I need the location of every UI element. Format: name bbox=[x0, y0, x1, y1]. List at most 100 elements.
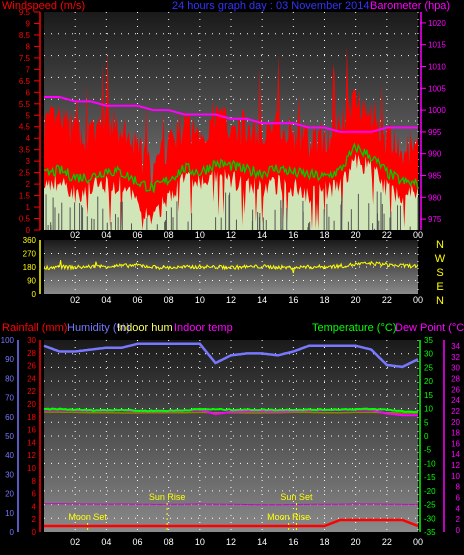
baro-tick-label: 990 bbox=[428, 150, 442, 159]
baro-tick-label: 980 bbox=[428, 193, 442, 202]
x-tick-label: 22 bbox=[382, 537, 392, 547]
humidity-tick-label: 100 bbox=[1, 336, 15, 345]
rain-tick-label: 18 bbox=[27, 413, 36, 422]
baro-tick-label: 995 bbox=[428, 128, 442, 137]
direction-tick-label: 180 bbox=[23, 263, 37, 272]
baro-tick-label: 1005 bbox=[428, 84, 446, 93]
rainfall-line bbox=[44, 518, 419, 528]
chart-title: 24 hours graph day : 03 November 2014 bbox=[172, 0, 370, 12]
temp-tick-label: -15 bbox=[424, 473, 436, 482]
compass-letter: N bbox=[436, 239, 444, 251]
x-tick-label: 04 bbox=[101, 537, 111, 547]
x-tick-label: 14 bbox=[257, 230, 267, 240]
x-tick-label: 02 bbox=[70, 230, 80, 240]
x-tick-label: 10 bbox=[195, 537, 205, 547]
humidity-label: Humidity (%) bbox=[67, 322, 130, 334]
direction-tick-label: 360 bbox=[23, 236, 37, 245]
wind-tick-label: 6.5 bbox=[19, 77, 31, 86]
wind-tick-label: 4 bbox=[26, 134, 31, 143]
x-tick-label: 16 bbox=[288, 295, 298, 305]
dew-tick-label: 10 bbox=[451, 472, 460, 481]
rain-tick-label: 8 bbox=[32, 477, 37, 486]
humidity-line bbox=[43, 342, 419, 369]
dew-tick-label: 14 bbox=[451, 450, 460, 459]
x-tick-label: 20 bbox=[351, 537, 361, 547]
wind-average-line bbox=[43, 142, 419, 193]
temp-tick-label: 30 bbox=[424, 350, 433, 359]
wind-tick-label: 0.5 bbox=[19, 215, 31, 224]
x-tick-label: 16 bbox=[288, 230, 298, 240]
humidity-tick-label: 90 bbox=[5, 355, 14, 364]
humidity-tick-label: 60 bbox=[5, 413, 14, 422]
rain-tick-label: 2 bbox=[32, 515, 37, 524]
humidity-tick-label: 0 bbox=[10, 528, 15, 537]
temp-tick-label: -30 bbox=[424, 514, 436, 523]
temperature-label: Temperature (°C) bbox=[312, 322, 396, 334]
direction-tick-label: 0 bbox=[32, 290, 37, 299]
indoor-temp-label: Indoor temp bbox=[174, 322, 233, 334]
temp-tick-label: -25 bbox=[424, 501, 436, 510]
compass-letter: W bbox=[435, 253, 446, 265]
humidity-tick-label: 80 bbox=[5, 374, 14, 383]
humidity-tick-label: 30 bbox=[5, 470, 14, 479]
wind-tick-label: 0 bbox=[26, 226, 31, 235]
dew-tick-label: 26 bbox=[451, 385, 460, 394]
x-tick-label: 08 bbox=[164, 295, 174, 305]
rain-tick-label: 30 bbox=[27, 336, 36, 345]
dew-tick-label: 16 bbox=[451, 439, 460, 448]
x-tick-label: 02 bbox=[70, 537, 80, 547]
wind-tick-label: 8 bbox=[26, 42, 31, 51]
wind-series bbox=[43, 44, 419, 230]
wind-tick-label: 7 bbox=[26, 65, 31, 74]
astro-label: Sun Set bbox=[280, 492, 313, 502]
temperature-line bbox=[43, 407, 419, 414]
rain-tick-label: 12 bbox=[27, 451, 36, 460]
wind-tick-label: 9 bbox=[26, 19, 31, 28]
wind-tick-label: 9.5 bbox=[19, 8, 31, 17]
dew-tick-label: 30 bbox=[451, 364, 460, 373]
x-tick-label: 12 bbox=[226, 537, 236, 547]
direction-tick-label: 270 bbox=[23, 250, 37, 259]
humidity-tick-label: 10 bbox=[5, 509, 14, 518]
rain-tick-label: 26 bbox=[27, 362, 36, 371]
wind-tick-label: 5 bbox=[26, 111, 31, 120]
wind-direction-line bbox=[43, 260, 419, 274]
rain-tick-label: 10 bbox=[27, 464, 36, 473]
x-tick-label: 08 bbox=[164, 537, 174, 547]
rain-tick-label: 4 bbox=[32, 502, 37, 511]
dew-tick-label: 32 bbox=[451, 353, 460, 362]
humidity-tick-label: 40 bbox=[5, 451, 14, 460]
baro-tick-label: 1000 bbox=[428, 106, 446, 115]
x-tick-label: 02 bbox=[70, 295, 80, 305]
direction-series bbox=[43, 260, 419, 274]
temp-panel-bg bbox=[44, 340, 418, 532]
dew-tick-label: 12 bbox=[451, 461, 460, 470]
baro-tick-label: 1020 bbox=[428, 19, 446, 28]
wind-tick-label: 5.5 bbox=[19, 100, 31, 109]
temp-tick-label: 15 bbox=[424, 391, 433, 400]
dew-tick-label: 34 bbox=[451, 342, 460, 351]
wind-tick-label: 3.5 bbox=[19, 146, 31, 155]
dew-tick-label: 0 bbox=[456, 526, 461, 535]
wind-tick-label: 1 bbox=[26, 203, 31, 212]
rain-tick-label: 6 bbox=[32, 490, 37, 499]
compass-letter: S bbox=[436, 267, 443, 279]
x-tick-label: 16 bbox=[288, 537, 298, 547]
indoor-hum-label: Indoor hum bbox=[117, 322, 173, 334]
x-tick-label: 22 bbox=[382, 230, 392, 240]
indoor-temp-line bbox=[44, 503, 418, 506]
dew-tick-label: 18 bbox=[451, 429, 460, 438]
x-tick-label: 20 bbox=[351, 295, 361, 305]
dew-tick-label: 22 bbox=[451, 407, 460, 416]
baro-tick-label: 985 bbox=[428, 172, 442, 181]
astro-label: Sun Rise bbox=[149, 492, 186, 502]
humidity-tick-label: 70 bbox=[5, 394, 14, 403]
temp-tick-label: -10 bbox=[424, 459, 436, 468]
temp-tick-label: -5 bbox=[424, 446, 432, 455]
barometer-line bbox=[44, 96, 418, 133]
astro-label: Moon Set bbox=[68, 512, 107, 522]
temp-tick-label: 0 bbox=[424, 432, 429, 441]
wind-tick-label: 6 bbox=[26, 88, 31, 97]
